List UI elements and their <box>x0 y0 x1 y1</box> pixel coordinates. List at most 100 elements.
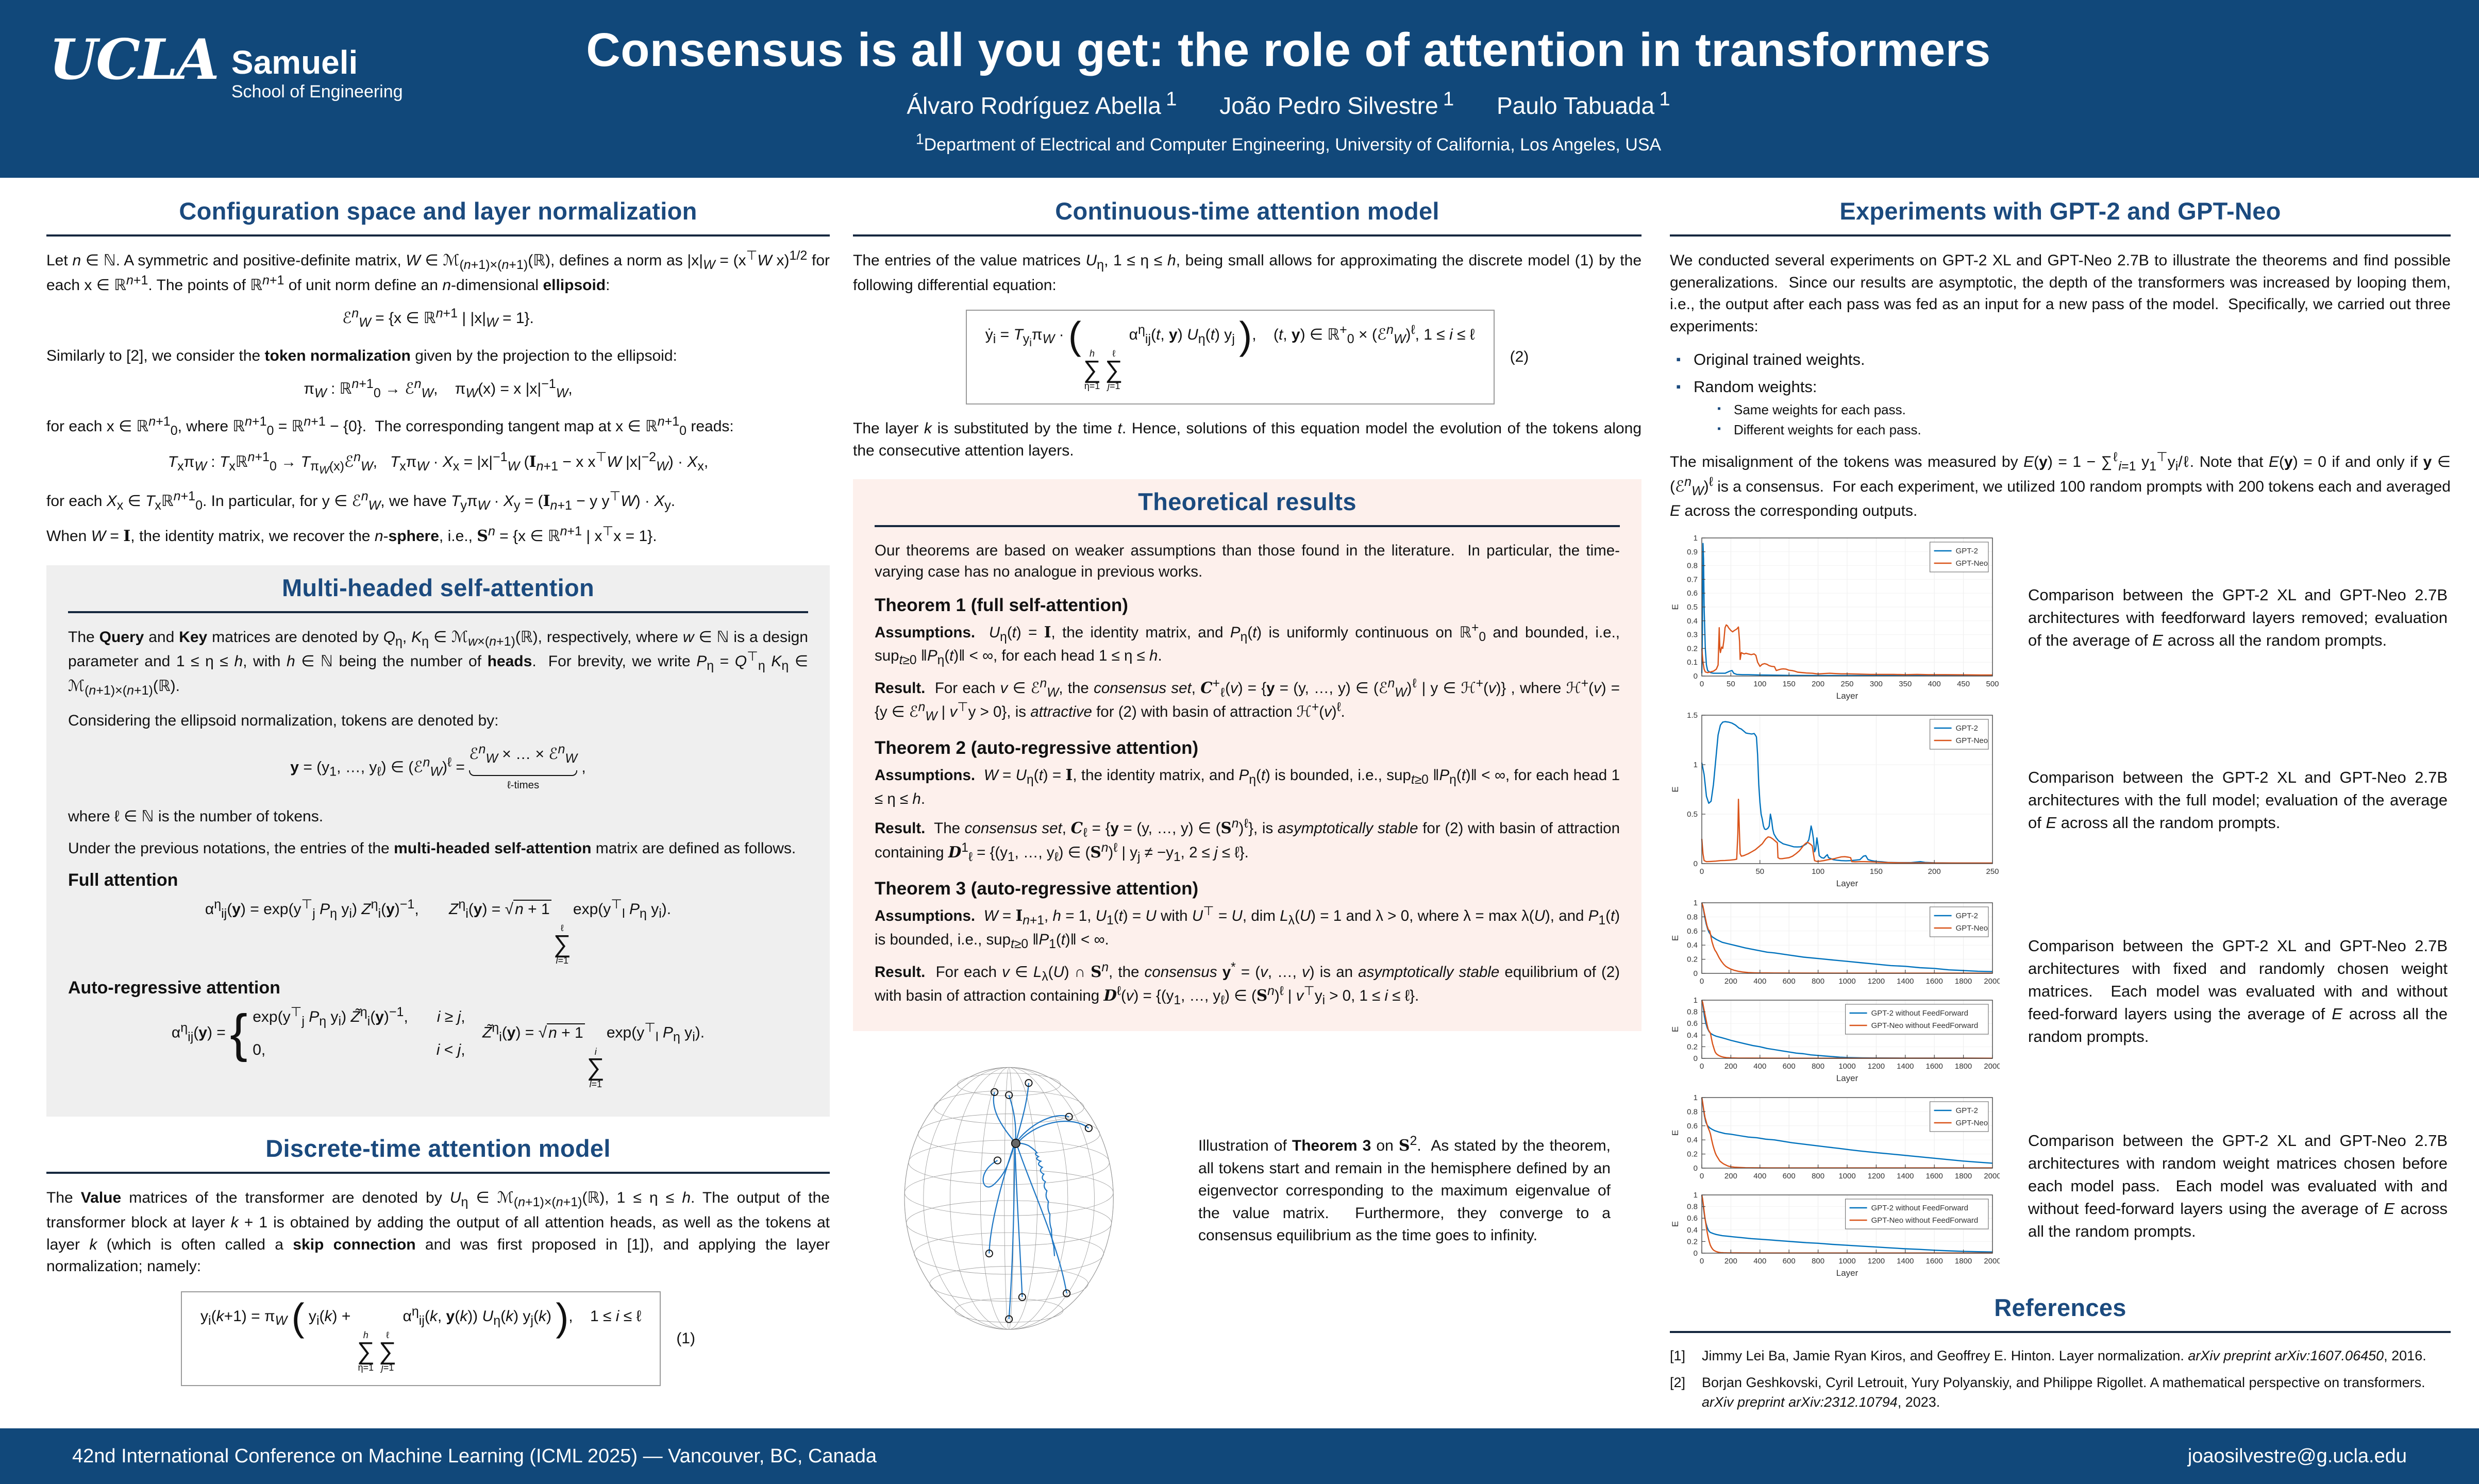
svg-text:600: 600 <box>1783 1257 1796 1266</box>
svg-text:2000: 2000 <box>1984 1062 2000 1071</box>
section-configuration-space: Configuration space and layer normalizat… <box>46 197 830 548</box>
section-title: Experiments with GPT-2 and GPT-Neo <box>1839 197 2281 225</box>
svg-text:150: 150 <box>1783 680 1796 688</box>
svg-text:0.8: 0.8 <box>1687 1203 1698 1211</box>
chart-fixed-random-no-ff: 0 200 400 600 800 1000 1200 1400 1600 1800 2000 0 0.… <box>1670 994 2000 1085</box>
svg-text:1: 1 <box>1694 761 1698 769</box>
paragraph: The misalignment of the tokens was measu… <box>1670 450 2451 520</box>
svg-text:0.5: 0.5 <box>1687 810 1698 819</box>
svg-text:800: 800 <box>1812 1257 1824 1266</box>
column-right: Experiments with GPT-2 and GPT-Neo We co… <box>1670 197 2451 1419</box>
equation-2-box: ẏi = TyiπW · (h ∑ η=1 ℓ ∑ j=1 αηij(t, y) Uη(t… <box>853 310 1641 405</box>
paragraph: for each x ∈ ℝn+10, where ℝn+10 = ℝn+1 −… <box>46 414 734 438</box>
list-item: Random weights: Same weights for each pa… <box>1673 375 2451 441</box>
samueli-wordmark: Samueli <box>231 44 358 81</box>
section-rule <box>1670 234 2451 237</box>
svg-text:E: E <box>1670 604 1680 610</box>
experiments-list: Original trained weights. Random weights… <box>1673 348 2451 440</box>
section-title: Discrete-time attention model <box>265 1135 611 1162</box>
svg-text:50: 50 <box>1727 680 1735 688</box>
theorem-2-result: Result. The consensus set, Cℓ = {y = (y,… <box>875 817 1620 864</box>
svg-text:200: 200 <box>1812 680 1824 688</box>
svg-text:250: 250 <box>1840 680 1853 688</box>
svg-text:GPT-Neo without FeedForward: GPT-Neo without FeedForward <box>1871 1021 1979 1030</box>
svg-text:200: 200 <box>1724 1172 1737 1181</box>
svg-text:0.2: 0.2 <box>1687 1150 1698 1159</box>
svg-text:0.4: 0.4 <box>1687 1031 1698 1040</box>
author-1: Álvaro Rodríguez Abella 1 <box>907 88 1177 119</box>
svg-text:1200: 1200 <box>1868 1062 1885 1071</box>
svg-text:GPT-Neo: GPT-Neo <box>1956 559 1988 568</box>
column-middle: Continuous-time attention model The entr… <box>853 197 1641 1335</box>
svg-text:Layer: Layer <box>1836 1268 1858 1278</box>
equation-full-attention: αηij(y) = exp(y⊤j Pη yi) Zηi(y)−1, Zηi(y… <box>205 897 672 966</box>
svg-text:400: 400 <box>1753 977 1766 986</box>
svg-text:1600: 1600 <box>1926 1172 1943 1181</box>
svg-text:800: 800 <box>1812 977 1824 986</box>
section-title: Multi-headed self-attention <box>281 574 595 601</box>
svg-text:0: 0 <box>1694 1164 1698 1173</box>
svg-text:0.9: 0.9 <box>1687 548 1698 556</box>
subheading-auto-regressive-attention: Auto-regressive attention <box>68 977 280 998</box>
svg-text:0: 0 <box>1700 1257 1704 1266</box>
svg-text:400: 400 <box>1753 1257 1766 1266</box>
section-rule <box>46 1172 830 1174</box>
svg-text:450: 450 <box>1957 680 1970 688</box>
svg-text:0: 0 <box>1700 977 1704 986</box>
svg-text:E: E <box>1670 935 1680 941</box>
equation-tokens: y = (y1, …, yℓ) ∈ (ℰnW)ℓ = ℰnW × … × ℰnW… <box>290 741 586 791</box>
paragraph: The Query and Key matrices are denoted b… <box>68 628 808 698</box>
svg-text:250: 250 <box>1986 867 1999 876</box>
svg-text:0.8: 0.8 <box>1687 913 1698 921</box>
svg-text:200: 200 <box>1724 1062 1737 1071</box>
equation-1-number: (1) <box>676 1329 695 1347</box>
svg-text:0.4: 0.4 <box>1687 941 1698 950</box>
svg-text:0.6: 0.6 <box>1687 927 1698 936</box>
school-of-engineering-label: School of Engineering <box>231 82 403 102</box>
svg-text:0.3: 0.3 <box>1687 631 1698 639</box>
equation-tangent-map: TxπW : Txℝn+10 → TπW(x)ℰnW, TxπW · Xx = … <box>167 450 709 477</box>
chart-full-model: 0 50 100 150 200 250 0 0.5 1 1.5 Layer E GPT-2 GPT-Ne… <box>1670 710 2000 890</box>
sphere-figure-row: Illustration of Theorem 3 on S2. As stat… <box>853 1047 1641 1335</box>
sphere-illustration <box>904 1067 1114 1330</box>
svg-text:0: 0 <box>1694 672 1698 681</box>
svg-text:0.4: 0.4 <box>1687 1226 1698 1235</box>
chart-ff-removed: 0 50 100 150 200 250 300 350 400 450 500 0 0.1 0.2 0.3… <box>1670 532 2000 703</box>
svg-text:0.8: 0.8 <box>1687 1008 1698 1017</box>
poster-title: Consensus is all you get: the role of at… <box>586 24 1991 76</box>
section-theoretical-results: Theoretical results Our theorems are bas… <box>853 479 1641 1032</box>
equation-1-box: yi(k+1) = πW ( yi(k) + h ∑ η=1 ℓ ∑ j=1 αηij(k… <box>46 1291 830 1386</box>
svg-text:1400: 1400 <box>1897 1062 1914 1071</box>
svg-text:GPT-2: GPT-2 <box>1956 912 1978 920</box>
svg-text:200: 200 <box>1724 1257 1737 1266</box>
svg-text:2000: 2000 <box>1984 1172 2000 1181</box>
section-references: References [1] Jimmy Lei Ba, Jamie Ryan … <box>1670 1293 2451 1412</box>
svg-text:GPT-Neo: GPT-Neo <box>1956 924 1988 933</box>
section-rule <box>46 234 830 237</box>
column-left: Configuration space and layer normalizat… <box>46 197 830 1399</box>
svg-text:Layer: Layer <box>1836 691 1858 701</box>
theorem-3-heading: Theorem 3 (auto-regressive attention) <box>875 878 1199 899</box>
section-multi-headed-self-attention: Multi-headed self-attention The Query an… <box>46 565 830 1117</box>
svg-text:1: 1 <box>1694 996 1698 1005</box>
svg-text:1200: 1200 <box>1868 977 1885 986</box>
plot-caption-3: Comparison between the GPT-2 XL and GPT-… <box>2028 936 2448 1045</box>
paragraph: When W = I, the identity matrix, we reco… <box>46 524 657 545</box>
section-title: References <box>1994 1293 2126 1321</box>
svg-text:2000: 2000 <box>1984 977 2000 986</box>
svg-text:0.5: 0.5 <box>1687 603 1698 612</box>
svg-text:GPT-2 without FeedForward: GPT-2 without FeedForward <box>1871 1204 1968 1212</box>
theorem-1-result: Result. For each v ∈ ℰnW, the consensus … <box>875 677 1620 723</box>
svg-text:1600: 1600 <box>1926 977 1943 986</box>
svg-text:1000: 1000 <box>1838 1062 1855 1071</box>
svg-text:300: 300 <box>1870 680 1883 688</box>
svg-text:500: 500 <box>1986 680 1999 688</box>
equation-2: ẏi = TyiπW · (h ∑ η=1 ℓ ∑ j=1 αηij(t, y) Uη(t… <box>965 310 1495 405</box>
sphere-caption: Illustration of Theorem 3 on S2. As stat… <box>1198 1134 1611 1244</box>
section-discrete-time-model: Discrete-time attention model The Value … <box>46 1134 830 1386</box>
svg-text:1: 1 <box>1694 1191 1698 1200</box>
reference-1: [1] Jimmy Lei Ba, Jamie Ryan Kiros, and … <box>1670 1347 2426 1363</box>
svg-text:Layer: Layer <box>1836 1073 1858 1083</box>
svg-text:0: 0 <box>1700 1172 1704 1181</box>
